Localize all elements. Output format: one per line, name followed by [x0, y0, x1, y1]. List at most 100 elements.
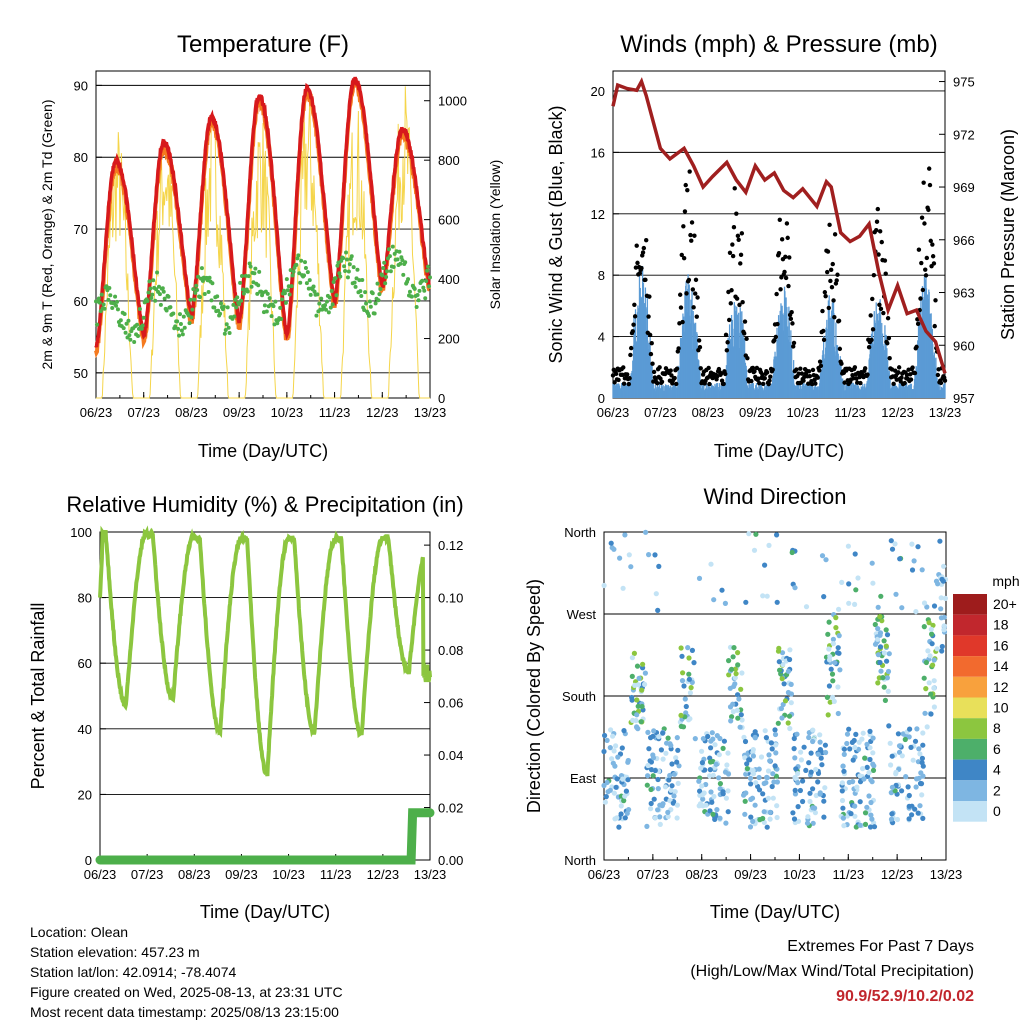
- dewpoint-point: [137, 306, 142, 311]
- direction-point: [625, 759, 631, 765]
- dewpoint-point: [383, 281, 388, 286]
- legend-swatch: [953, 697, 987, 719]
- direction-point: [867, 728, 873, 735]
- direction-point: [852, 744, 858, 751]
- direction-point: [870, 580, 876, 586]
- gust-point: [707, 381, 712, 387]
- direction-point: [660, 801, 666, 807]
- dewpoint-point: [104, 284, 109, 289]
- dewpoint-point: [366, 313, 371, 318]
- direction-point: [674, 815, 680, 821]
- direction-point: [868, 777, 874, 783]
- direction-point: [719, 587, 725, 593]
- gust-point: [852, 365, 858, 370]
- y-tick-label: 100: [70, 525, 92, 540]
- gust-point: [923, 267, 928, 272]
- direction-point: [669, 761, 675, 767]
- chart-title: Relative Humidity (%) & Precipitation (i…: [66, 492, 463, 517]
- direction-point: [924, 724, 930, 730]
- legend-swatch: [953, 656, 987, 677]
- y2-tick-label: 975: [953, 75, 975, 90]
- direction-point: [681, 683, 687, 689]
- direction-point: [674, 802, 681, 808]
- legend-swatch: [953, 676, 987, 698]
- direction-point: [800, 778, 806, 784]
- dewpoint-point: [335, 263, 340, 268]
- direction-point: [841, 751, 847, 758]
- dewpoint-point: [417, 288, 422, 293]
- direction-point: [608, 540, 614, 546]
- direction-point: [733, 671, 739, 677]
- dewpoint-point: [141, 315, 146, 320]
- dewpoint-point: [212, 305, 217, 310]
- y-axis-label: Percent & Total Rainfall: [28, 603, 48, 790]
- direction-point: [836, 633, 842, 639]
- x-tick-label: 09/23: [739, 405, 772, 420]
- direction-point: [846, 726, 852, 732]
- gust-point: [668, 368, 673, 373]
- precip-line: [95, 808, 435, 865]
- dewpoint-point: [227, 331, 232, 336]
- y2-tick-label: 966: [953, 233, 975, 248]
- direction-point: [810, 820, 816, 826]
- dewpoint-point: [132, 340, 137, 345]
- dewpoint-point: [284, 277, 289, 282]
- gust-point: [858, 380, 863, 386]
- direction-point: [899, 788, 905, 794]
- direction-point: [725, 750, 731, 756]
- dewpoint-point: [282, 291, 287, 296]
- legend-label: 4: [993, 762, 1001, 778]
- direction-point: [725, 771, 732, 777]
- gust-point: [740, 299, 745, 305]
- dewpoint-point: [198, 295, 203, 300]
- gust-point: [842, 380, 847, 385]
- direction-point: [885, 688, 891, 695]
- direction-point: [696, 778, 702, 784]
- y-category-label: South: [562, 689, 596, 704]
- dewpoint-point: [304, 281, 309, 286]
- dewpoint-point: [303, 265, 308, 270]
- direction-point: [806, 734, 812, 741]
- gust-point: [646, 314, 651, 319]
- dewpoint-point: [255, 291, 260, 296]
- direction-point: [660, 730, 666, 736]
- direction-point: [861, 776, 867, 782]
- direction-point: [885, 668, 892, 675]
- direction-point: [762, 562, 768, 568]
- direction-point: [930, 662, 936, 668]
- extremes-box: Extremes For Past 7 Days (High/Low/Max W…: [690, 934, 974, 1009]
- gust-point: [920, 287, 926, 293]
- dewpoint-point: [223, 327, 228, 332]
- dewpoint-point: [279, 316, 284, 321]
- gust-point: [791, 340, 797, 346]
- direction-point: [910, 757, 916, 763]
- direction-point: [822, 742, 829, 748]
- gust-point: [821, 337, 827, 343]
- direction-point: [862, 810, 869, 816]
- direction-point: [631, 650, 638, 657]
- dewpoint-point: [114, 299, 119, 304]
- direction-point: [711, 597, 717, 603]
- direction-point: [674, 759, 680, 765]
- direction-point: [764, 593, 770, 599]
- direction-point: [722, 600, 729, 607]
- direction-point: [906, 792, 912, 799]
- dewpoint-point: [289, 284, 294, 289]
- gust-point: [750, 365, 756, 371]
- y-tick-label: 60: [78, 656, 92, 671]
- direction-point: [665, 809, 671, 816]
- y2-tick-label: 0.10: [438, 591, 463, 606]
- gust-point: [926, 166, 932, 171]
- direction-point: [617, 555, 623, 561]
- gust-point: [687, 169, 692, 174]
- direction-point: [756, 766, 762, 772]
- dewpoint-point: [422, 288, 427, 293]
- gust-point: [868, 313, 873, 318]
- dewpoint-point: [140, 323, 145, 328]
- gust-point: [641, 245, 647, 251]
- direction-point: [862, 755, 868, 761]
- gust-point: [787, 255, 792, 260]
- direction-point: [935, 581, 941, 587]
- gust-point: [752, 369, 757, 374]
- direction-point: [825, 631, 831, 637]
